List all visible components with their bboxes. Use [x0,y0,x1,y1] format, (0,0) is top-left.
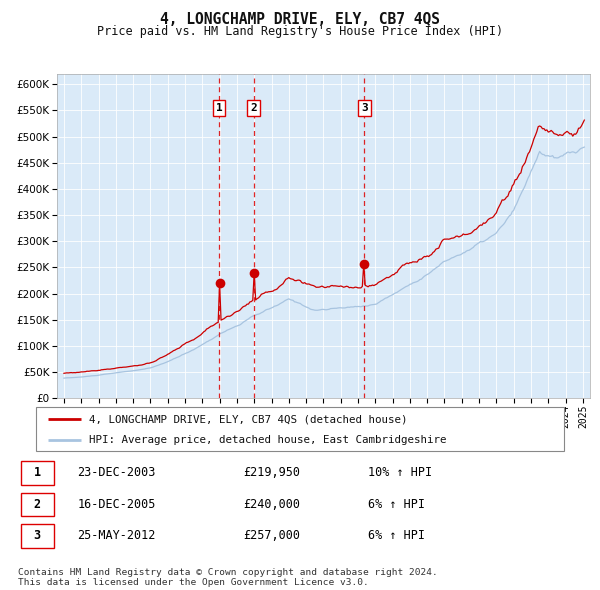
FancyBboxPatch shape [36,407,564,451]
FancyBboxPatch shape [21,524,53,548]
Text: 10% ↑ HPI: 10% ↑ HPI [368,467,432,480]
Text: Contains HM Land Registry data © Crown copyright and database right 2024.
This d: Contains HM Land Registry data © Crown c… [18,568,438,587]
Text: £240,000: £240,000 [244,498,301,511]
Text: 16-DEC-2005: 16-DEC-2005 [77,498,155,511]
Text: 1: 1 [215,103,222,113]
Text: 4, LONGCHAMP DRIVE, ELY, CB7 4QS: 4, LONGCHAMP DRIVE, ELY, CB7 4QS [160,12,440,27]
Text: 6% ↑ HPI: 6% ↑ HPI [368,529,425,542]
Text: 2: 2 [34,498,41,511]
Text: 4, LONGCHAMP DRIVE, ELY, CB7 4QS (detached house): 4, LONGCHAMP DRIVE, ELY, CB7 4QS (detach… [89,414,407,424]
Text: 1: 1 [34,467,41,480]
Text: 2: 2 [250,103,257,113]
Text: 23-DEC-2003: 23-DEC-2003 [77,467,155,480]
Text: 3: 3 [361,103,368,113]
Text: Price paid vs. HM Land Registry's House Price Index (HPI): Price paid vs. HM Land Registry's House … [97,25,503,38]
Text: £219,950: £219,950 [244,467,301,480]
Text: 25-MAY-2012: 25-MAY-2012 [77,529,155,542]
Text: 3: 3 [34,529,41,542]
Text: HPI: Average price, detached house, East Cambridgeshire: HPI: Average price, detached house, East… [89,435,446,445]
FancyBboxPatch shape [21,461,53,485]
FancyBboxPatch shape [21,493,53,516]
Text: £257,000: £257,000 [244,529,301,542]
Text: 6% ↑ HPI: 6% ↑ HPI [368,498,425,511]
